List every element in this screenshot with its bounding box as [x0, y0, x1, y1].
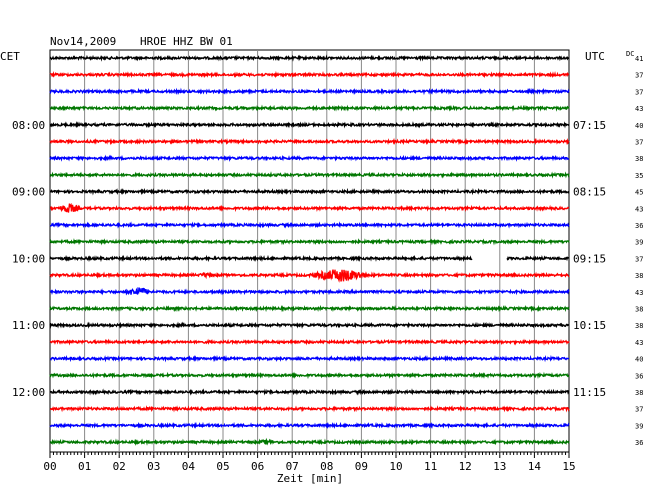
x-tick-label: 03 — [147, 460, 160, 473]
trace-line — [49, 304, 570, 313]
dc-offset-label: 36 — [635, 222, 643, 230]
traces — [49, 54, 570, 446]
trace-line — [49, 104, 570, 112]
trace-line — [49, 388, 570, 396]
cet-hour-label: 12:00 — [12, 386, 45, 399]
trace-line — [49, 405, 570, 413]
x-tick-label: 11 — [424, 460, 437, 473]
x-tick-label: 07 — [286, 460, 299, 473]
trace-line — [49, 87, 570, 96]
dc-offset-label: 43 — [635, 339, 643, 347]
trace-line — [49, 221, 570, 229]
x-tick-label: 08 — [320, 460, 333, 473]
x-tick-label: 10 — [389, 460, 402, 473]
dc-offset-label: 36 — [635, 439, 643, 447]
dc-offset-label: 37 — [635, 88, 643, 96]
dc-offset-label: 43 — [635, 105, 643, 113]
trace-line — [49, 269, 570, 283]
dc-offset-label: 36 — [635, 372, 643, 380]
station-label: HROE HHZ BW 01 — [140, 35, 233, 48]
x-tick-label: 15 — [562, 460, 575, 473]
trace-line — [49, 202, 570, 213]
axis-labels: 00 01 02 03 04 05 06 07 08 09 10 11 12 13 14 15 41 37 37 43… — [12, 55, 643, 473]
x-tick-label: 00 — [43, 460, 56, 473]
trace-line — [49, 354, 569, 363]
trace-line — [49, 54, 570, 62]
dc-offset-label: 43 — [635, 205, 643, 213]
trace-line — [49, 421, 570, 430]
dc-offset-label: 37 — [635, 255, 643, 263]
trace-line — [49, 238, 570, 246]
cet-hour-label: 11:00 — [12, 319, 45, 332]
dc-offset-label: 38 — [635, 155, 643, 163]
dc-offset-label: 45 — [635, 189, 643, 197]
x-tick-label: 09 — [355, 460, 368, 473]
x-tick-label: 14 — [528, 460, 542, 473]
x-tick-label: 13 — [493, 460, 506, 473]
utc-label: UTC — [585, 50, 605, 63]
date-label: Nov14,2009 — [50, 35, 116, 48]
x-axis-label: Zeit [min] — [277, 472, 343, 485]
x-tick-label: 01 — [78, 460, 91, 473]
dc-offset-label: 39 — [635, 422, 643, 430]
trace-line — [49, 121, 569, 129]
trace-line — [49, 321, 570, 329]
cet-label: CET — [0, 50, 20, 63]
cet-hour-label: 09:00 — [12, 186, 45, 199]
trace-line — [49, 187, 570, 196]
dc-offset-label: 40 — [635, 122, 643, 130]
trace-line — [49, 371, 570, 380]
trace-line — [49, 437, 570, 446]
x-tick-label: 02 — [113, 460, 126, 473]
trace-line — [49, 254, 570, 263]
utc-hour-label: 10:15 — [573, 319, 606, 332]
utc-hour-label: 08:15 — [573, 186, 606, 199]
trace-line — [49, 338, 570, 346]
x-tick-label: 06 — [251, 460, 264, 473]
utc-hour-label: 09:15 — [573, 252, 606, 265]
trace-line — [49, 154, 570, 162]
dc-offset-label: 38 — [635, 306, 643, 314]
dc-offset-label: 38 — [635, 322, 643, 330]
dc-offset-label: 43 — [635, 289, 643, 297]
dc-offset-label: 38 — [635, 272, 643, 280]
cet-hour-label: 10:00 — [12, 252, 45, 265]
dc-offset-label: 40 — [635, 356, 643, 364]
trace-line — [49, 70, 570, 79]
dc-offset-label: 37 — [635, 406, 643, 414]
utc-hour-label: 07:15 — [573, 119, 606, 132]
trace-line — [49, 137, 570, 146]
dc-offset-label: 38 — [635, 389, 643, 397]
cet-hour-label: 08:00 — [12, 119, 45, 132]
dc-offset-label: 41 — [635, 55, 643, 63]
trace-line — [49, 286, 570, 296]
dc-offset-label: 35 — [635, 172, 643, 180]
trace-line — [49, 171, 570, 179]
x-tick-label: 12 — [459, 460, 472, 473]
grid — [49, 49, 570, 458]
x-tick-label: 05 — [216, 460, 229, 473]
dc-offset-label: 37 — [635, 139, 643, 147]
utc-hour-label: 11:15 — [573, 386, 606, 399]
dc-label: DC — [626, 50, 634, 58]
x-tick-label: 04 — [182, 460, 196, 473]
dc-offset-label: 37 — [635, 72, 643, 80]
dc-offset-label: 39 — [635, 239, 643, 247]
